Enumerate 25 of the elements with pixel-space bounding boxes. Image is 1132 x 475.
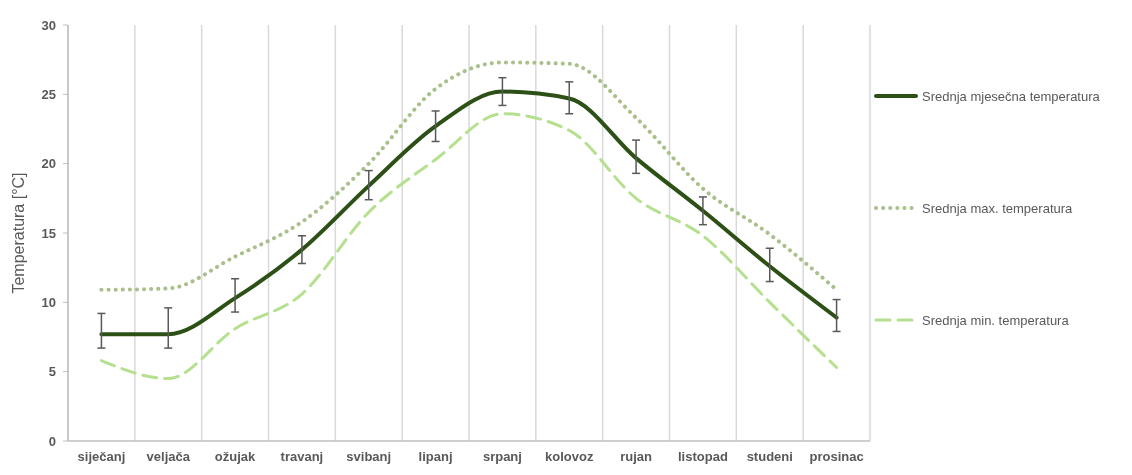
x-tick-label: veljača <box>146 449 191 464</box>
x-tick-label: prosinac <box>809 449 864 464</box>
x-tick-label: rujan <box>620 449 653 464</box>
legend-label: Srednja min. temperatura <box>922 312 1070 328</box>
x-tick-label: siječanj <box>77 449 126 464</box>
x-tick-label: studeni <box>746 449 793 464</box>
legend-label: Srednja mjesečna temperatura <box>922 88 1101 104</box>
y-tick-label: 20 <box>41 156 56 172</box>
x-tick-label: srpanj <box>482 449 522 464</box>
y-tick-label: 15 <box>41 225 56 241</box>
y-tick-label: 5 <box>48 364 56 380</box>
y-tick-label: 0 <box>48 433 56 449</box>
x-tick-label: svibanj <box>346 449 392 464</box>
line-series <box>99 112 839 381</box>
x-tick-label: listopad <box>677 449 728 464</box>
x-tick-label: ožujak <box>214 449 257 464</box>
legend-label: Srednja max. temperatura <box>922 200 1074 216</box>
y-tick-label: 25 <box>41 86 56 102</box>
y-tick-label: 30 <box>41 17 56 33</box>
x-tick-label: travanj <box>280 449 324 464</box>
x-tick-label: lipanj <box>418 449 453 464</box>
x-tick-label: kolovoz <box>545 449 594 464</box>
y-axis-title: Temperatura [°C] <box>10 172 27 294</box>
line-series <box>99 89 839 337</box>
y-tick-label: 10 <box>41 294 56 310</box>
